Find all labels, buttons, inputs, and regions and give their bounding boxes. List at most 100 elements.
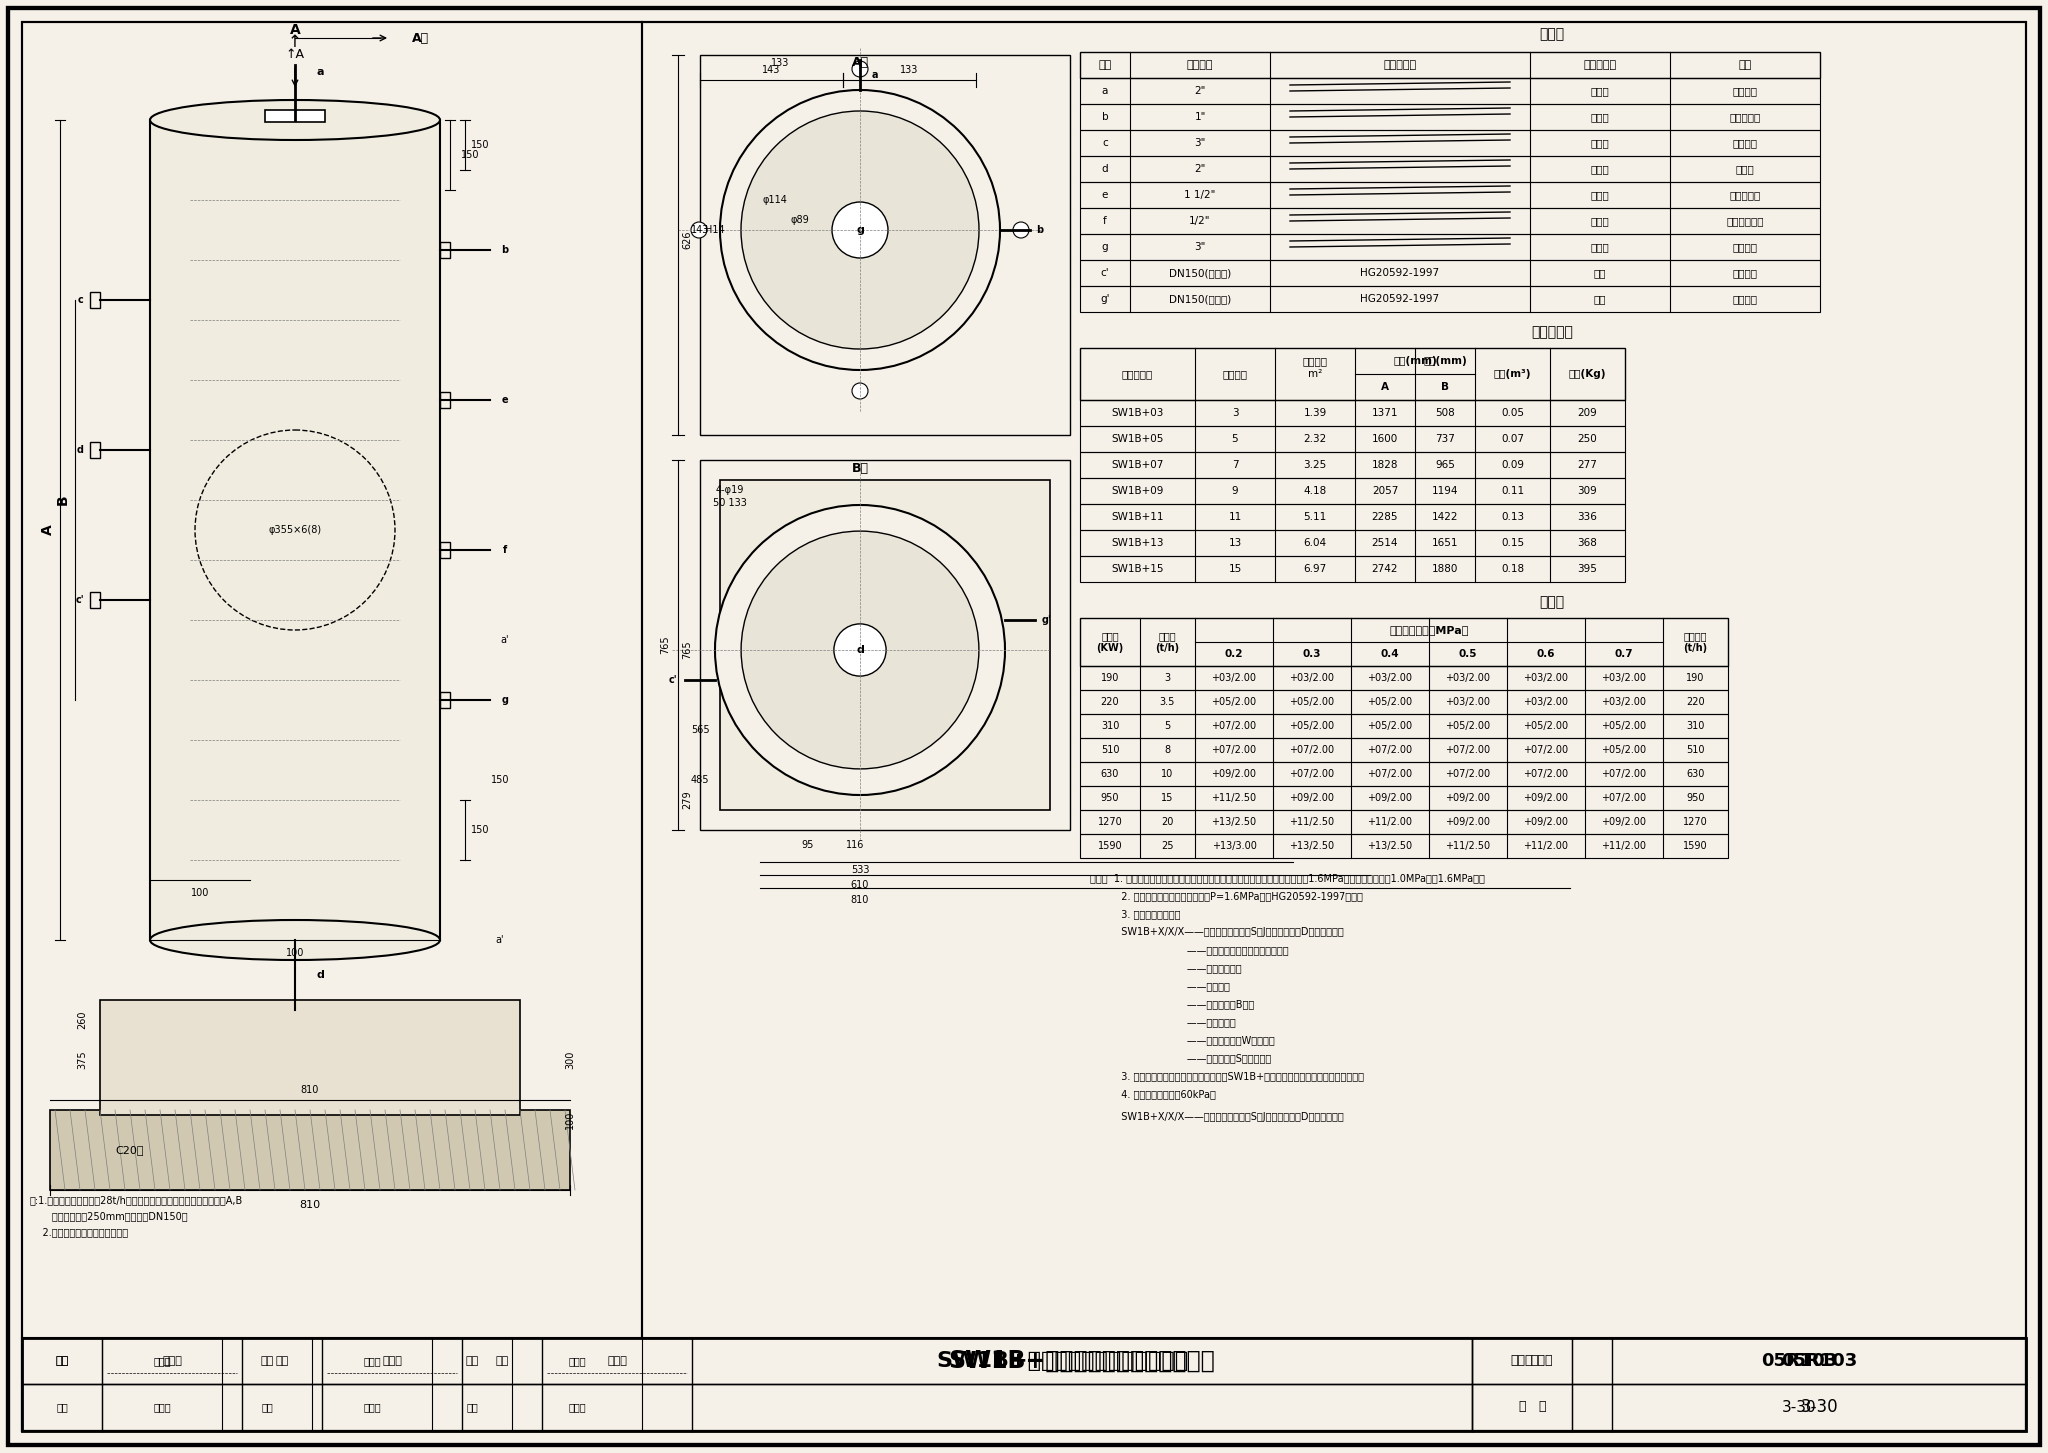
Text: 尺寸(mm): 尺寸(mm) bbox=[1393, 356, 1438, 366]
Text: +11/2.00: +11/2.00 bbox=[1602, 841, 1647, 851]
Bar bbox=[1079, 738, 1729, 761]
Text: 100: 100 bbox=[287, 947, 305, 958]
Text: 0.7: 0.7 bbox=[1614, 649, 1634, 660]
Bar bbox=[1079, 234, 1821, 260]
Text: HG20592-1997: HG20592-1997 bbox=[1360, 267, 1440, 278]
Bar bbox=[700, 461, 1069, 830]
Text: 序号: 序号 bbox=[1098, 60, 1112, 70]
Text: +05/2.00: +05/2.00 bbox=[1212, 697, 1257, 708]
Text: 1590: 1590 bbox=[1683, 841, 1708, 851]
Text: +03/2.00: +03/2.00 bbox=[1602, 673, 1647, 683]
Text: 190: 190 bbox=[1102, 673, 1118, 683]
Text: SW1B+03: SW1B+03 bbox=[1112, 408, 1163, 418]
Text: B: B bbox=[1442, 382, 1450, 392]
Text: +11/2.50: +11/2.50 bbox=[1290, 817, 1335, 827]
Text: 注:1.当被加热水流量超过28t/h时，应侧开孔，降低入口流速，该设备A,B: 注:1.当被加热水流量超过28t/h时，应侧开孔，降低入口流速，该设备A,B bbox=[31, 1194, 244, 1205]
Text: 2": 2" bbox=[1194, 86, 1206, 96]
Text: 选型表: 选型表 bbox=[1540, 594, 1565, 609]
Text: 133: 133 bbox=[770, 58, 788, 68]
Bar bbox=[1079, 713, 1729, 738]
Text: g: g bbox=[502, 695, 508, 705]
Bar bbox=[49, 1110, 569, 1190]
Text: 133: 133 bbox=[899, 65, 918, 76]
Text: HG20592-1997: HG20592-1997 bbox=[1360, 294, 1440, 304]
Text: b: b bbox=[502, 246, 508, 254]
Text: DN150(侧开孔): DN150(侧开孔) bbox=[1169, 294, 1231, 304]
Text: 公称规格: 公称规格 bbox=[1186, 60, 1212, 70]
Text: 150: 150 bbox=[471, 139, 489, 150]
Text: 100: 100 bbox=[565, 1110, 575, 1129]
Text: e: e bbox=[502, 395, 508, 405]
Text: 8: 8 bbox=[1165, 745, 1171, 756]
Bar bbox=[1079, 690, 1729, 713]
Bar bbox=[1079, 834, 1729, 859]
Text: f: f bbox=[1104, 216, 1106, 227]
Bar bbox=[721, 479, 1051, 809]
Bar bbox=[1079, 260, 1821, 286]
Text: +03/2.00: +03/2.00 bbox=[1290, 673, 1335, 683]
Bar bbox=[1079, 286, 1821, 312]
Text: 3-30: 3-30 bbox=[1782, 1399, 1817, 1415]
Text: 950: 950 bbox=[1686, 793, 1704, 804]
Text: +07/2.00: +07/2.00 bbox=[1212, 745, 1257, 756]
Text: 630: 630 bbox=[1686, 769, 1704, 779]
Text: 626: 626 bbox=[682, 231, 692, 250]
Text: f: f bbox=[504, 545, 508, 555]
Text: +13/3.00: +13/3.00 bbox=[1212, 841, 1255, 851]
Bar bbox=[1079, 182, 1821, 208]
Text: SW1B+05: SW1B+05 bbox=[1112, 434, 1163, 445]
Text: d: d bbox=[1102, 164, 1108, 174]
Bar bbox=[1079, 556, 1624, 583]
Ellipse shape bbox=[150, 100, 440, 139]
Text: 2057: 2057 bbox=[1372, 485, 1399, 495]
Bar bbox=[150, 121, 440, 940]
Text: 冷凝水出口: 冷凝水出口 bbox=[1729, 112, 1761, 122]
Text: 内螺纹: 内螺纹 bbox=[1591, 86, 1610, 96]
Text: 2. 管道与换热器连接处的法兰盘P=1.6MPa，按HG20592-1997配制。: 2. 管道与换热器连接处的法兰盘P=1.6MPa，按HG20592-1997配制… bbox=[1090, 891, 1362, 901]
Text: 508: 508 bbox=[1436, 408, 1454, 418]
Text: +05/2.00: +05/2.00 bbox=[1524, 721, 1569, 731]
Text: 冷水进口: 冷水进口 bbox=[1733, 138, 1757, 148]
Text: 设计: 设计 bbox=[467, 1402, 477, 1412]
Text: m²: m² bbox=[1309, 369, 1323, 379]
Bar bbox=[90, 292, 100, 308]
Text: +07/2.00: +07/2.00 bbox=[1368, 769, 1413, 779]
Text: +13/2.50: +13/2.50 bbox=[1212, 817, 1257, 827]
Text: ↑: ↑ bbox=[289, 33, 301, 51]
Text: 蒸汽耗量
(t/h): 蒸汽耗量 (t/h) bbox=[1683, 631, 1708, 652]
Text: 说明：  1. 适用范围：用于热水供应系统，热介质为蒸汽，换热器管程工作压力为1.6MPa，壳程工作压力为1.0MPa（或1.6MPa）。: 说明： 1. 适用范围：用于热水供应系统，热介质为蒸汽，换热器管程工作压力为1.… bbox=[1090, 873, 1485, 883]
Text: 0.6: 0.6 bbox=[1536, 649, 1554, 660]
Text: +05/2.00: +05/2.00 bbox=[1290, 721, 1335, 731]
Text: 0.5: 0.5 bbox=[1458, 649, 1477, 660]
Text: 0.18: 0.18 bbox=[1501, 564, 1524, 574]
Text: ——产品型号（B型）: ——产品型号（B型） bbox=[1090, 1000, 1253, 1008]
Text: SW1B+系列半即热式换热器安装图: SW1B+系列半即热式换热器安装图 bbox=[936, 1351, 1188, 1372]
Text: +03/2.00: +03/2.00 bbox=[1446, 697, 1491, 708]
Text: 1": 1" bbox=[1194, 112, 1206, 122]
Text: 页: 页 bbox=[1518, 1401, 1526, 1414]
Text: +09/2.00: +09/2.00 bbox=[1524, 793, 1569, 804]
Text: 尺寸(mm): 尺寸(mm) bbox=[1423, 356, 1466, 366]
Text: 565: 565 bbox=[690, 725, 709, 735]
Text: b: b bbox=[1036, 225, 1044, 235]
Text: +03/2.00: +03/2.00 bbox=[1524, 697, 1569, 708]
Text: 内螺纹: 内螺纹 bbox=[1591, 112, 1610, 122]
Text: 220: 220 bbox=[1686, 697, 1704, 708]
Text: 260: 260 bbox=[78, 1011, 86, 1029]
Text: a: a bbox=[1102, 86, 1108, 96]
Text: 1880: 1880 bbox=[1432, 564, 1458, 574]
Text: 容积(m³): 容积(m³) bbox=[1493, 369, 1532, 379]
Text: +09/2.00: +09/2.00 bbox=[1524, 817, 1569, 827]
Text: B向: B向 bbox=[852, 462, 868, 475]
Bar bbox=[1079, 504, 1624, 530]
Text: 平面: 平面 bbox=[1593, 294, 1606, 304]
Text: 11: 11 bbox=[1229, 511, 1241, 522]
Text: 150: 150 bbox=[471, 825, 489, 835]
Text: 校对: 校对 bbox=[262, 1402, 272, 1412]
Circle shape bbox=[715, 506, 1006, 795]
Text: +07/2.00: +07/2.00 bbox=[1446, 745, 1491, 756]
Bar bbox=[440, 243, 451, 259]
Text: 热水出口: 热水出口 bbox=[1733, 243, 1757, 251]
Text: SW1B+X/X/X——控制阀启动方式（S、J表示自合式，D表示电动式）: SW1B+X/X/X——控制阀启动方式（S、J表示自合式，D表示电动式） bbox=[1090, 1112, 1343, 1122]
Text: ——产品设计号: ——产品设计号 bbox=[1090, 1017, 1235, 1027]
